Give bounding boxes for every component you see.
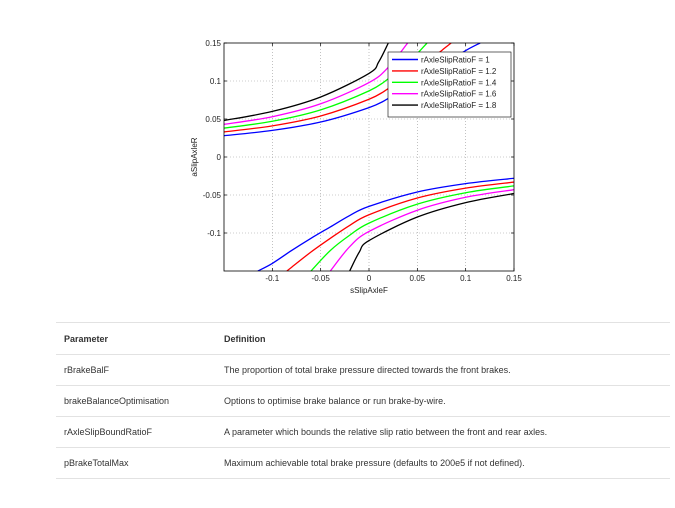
y-tick-label: -0.1 [207,229,221,238]
slip-ratio-chart: -0.1 -0.05 0 0.05 0.1 0.15 0.15 0.1 0.05 0 -0.05 -0… [190,39,523,295]
table-row: rAxleSlipBoundRatioF A parameter which b… [56,416,670,448]
chart-legend: rAxleSlipRatioF = 1 rAxleSlipRatioF = 1.2… [387,51,512,118]
legend-label: rAxleSlipRatioF = 1 [421,56,490,65]
x-tick-label: -0.1 [265,274,279,283]
y-tick-label: 0.05 [205,115,221,124]
parameter-name: brakeBalanceOptimisation [56,385,216,417]
definition-column-header: Definition [216,322,670,355]
y-tick-label: 0 [217,153,222,162]
series-line-5-upper [224,43,389,122]
x-axis-label: sSlipAxleF [350,286,388,295]
legend-label: rAxleSlipRatioF = 1.6 [421,90,497,99]
parameter-definition: Maximum achievable total brake pressure … [216,447,670,479]
table-row: brakeBalanceOptimisation Options to opti… [56,385,670,417]
y-axis-label: aSlipAxleR [190,137,199,176]
y-tick-label: -0.05 [203,191,222,200]
parameter-definition: Options to optimise brake balance or run… [216,385,670,417]
x-tick-label: 0.15 [506,274,522,283]
parameter-name: rBrakeBalF [56,354,216,386]
series-line-2-lower [286,181,514,271]
x-tick-label: 0 [367,274,372,283]
parameter-definition: A parameter which bounds the relative sl… [216,416,670,448]
table-header-row: Parameter Definition [56,322,670,355]
x-tick-label: -0.05 [312,274,331,283]
y-tick-label: 0.15 [205,39,221,48]
y-tick-label: 0.1 [210,77,222,86]
legend-label: rAxleSlipRatioF = 1.4 [421,78,497,87]
series-line-3-lower [310,185,514,271]
table-row: rBrakeBalF The proportion of total brake… [56,354,670,386]
table-row: pBrakeTotalMax Maximum achievable total … [56,447,670,479]
x-tick-label: 0.1 [460,274,472,283]
parameter-column-header: Parameter [56,322,216,355]
parameter-definition: The proportion of total brake pressure d… [216,354,670,386]
x-tick-label: 0.05 [410,274,426,283]
parameter-name: rAxleSlipBoundRatioF [56,416,216,448]
series-line-4-lower [329,189,514,271]
parameter-table: Parameter Definition rBrakeBalF The prop… [56,322,670,479]
chart-canvas: -0.1 -0.05 0 0.05 0.1 0.15 0.15 0.1 0.05 0 -0.05 -0… [190,39,523,295]
series-line-1-lower [257,177,514,271]
axis-ticks: -0.1 -0.05 0 0.05 0.1 0.15 0.15 0.1 0.05 0 -0.05 -0… [203,39,523,283]
legend-box [387,51,512,118]
parameter-name: pBrakeTotalMax [56,447,216,479]
legend-label: rAxleSlipRatioF = 1.8 [421,101,497,110]
series-line-5-lower [349,192,514,271]
legend-label: rAxleSlipRatioF = 1.2 [421,67,497,76]
